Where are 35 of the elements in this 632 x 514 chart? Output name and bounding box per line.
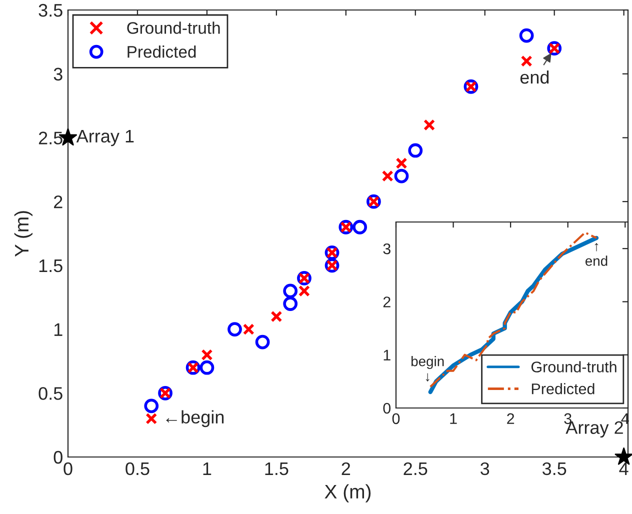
x-tick-label: 2 — [507, 413, 514, 424]
y-tick-label: 1 — [384, 350, 390, 360]
legend-label: Predicted — [128, 46, 196, 58]
x-tick-label: 1.5 — [265, 462, 288, 476]
x-tick-label: 1 — [203, 462, 212, 475]
y-tick-label: 3 — [383, 243, 390, 254]
x-tick-label: 0.5 — [126, 462, 150, 476]
y-axis-title: Y (m) — [14, 211, 32, 257]
x-tick-label: 3.5 — [542, 462, 566, 476]
legend-label: Predicted — [532, 383, 594, 394]
legend-label: Ground-truth — [127, 22, 220, 34]
y-tick-label: 3.5 — [38, 4, 62, 17]
x-tick-label: 3 — [480, 462, 490, 476]
x-tick-label: 2.5 — [404, 462, 428, 476]
y-tick-label: 2 — [383, 296, 390, 308]
y-tick-label: 3 — [54, 68, 62, 81]
y-tick-label: 1 — [54, 323, 62, 336]
x-tick-label: 1 — [450, 413, 457, 424]
annotation: Array 1 — [76, 130, 134, 146]
y-tick-label: 2 — [54, 196, 62, 208]
annotation: end — [520, 70, 549, 84]
annotation: ↑ end — [586, 242, 608, 266]
y-tick-label: 2.5 — [38, 132, 62, 144]
legend-label: Ground-truth — [531, 361, 616, 372]
y-tick-label: 0 — [383, 402, 391, 414]
x-tick-label: 2 — [342, 462, 350, 475]
annotation: ←begin — [166, 410, 224, 428]
y-tick-label: 0 — [54, 450, 62, 464]
x-tick-label: 0 — [64, 462, 72, 476]
x-axis-title: X (m) — [324, 484, 371, 502]
y-tick-label: 1.5 — [39, 260, 62, 272]
x-tick-label: 0 — [392, 413, 400, 424]
x-tick-label: 4 — [619, 462, 628, 475]
annotation: begin ↓ — [412, 356, 444, 382]
y-tick-label: 0.5 — [38, 387, 62, 400]
